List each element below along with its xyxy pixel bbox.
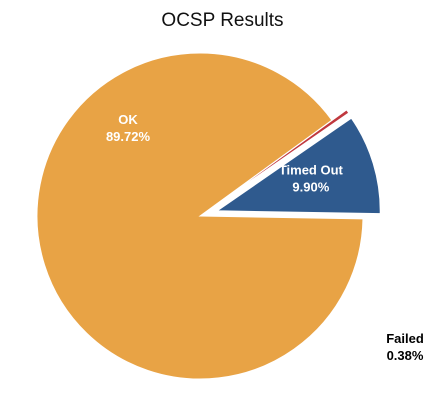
chart-title: OCSP Results (161, 10, 284, 31)
pie-slice-failed (214, 109, 350, 207)
slice-name: OK (118, 112, 138, 127)
slice-percent: 0.38% (387, 348, 424, 363)
pie-slice-ok (36, 52, 364, 380)
pie-slices (36, 52, 381, 380)
slice-name: Timed Out (279, 163, 344, 178)
slice-percent: 9.90% (292, 180, 329, 195)
slice-label-timed-out: Timed Out 9.90% (279, 163, 344, 195)
slice-label-failed: Failed 0.38% (386, 331, 424, 363)
slice-label-ok: OK 89.72% (106, 112, 151, 144)
slice-name: Failed (386, 331, 424, 346)
pie-slice-timed-out (215, 117, 381, 215)
pie-labels: OK 89.72% Timed Out 9.90% Failed 0.38% (106, 112, 424, 363)
slice-percent: 89.72% (106, 129, 151, 144)
